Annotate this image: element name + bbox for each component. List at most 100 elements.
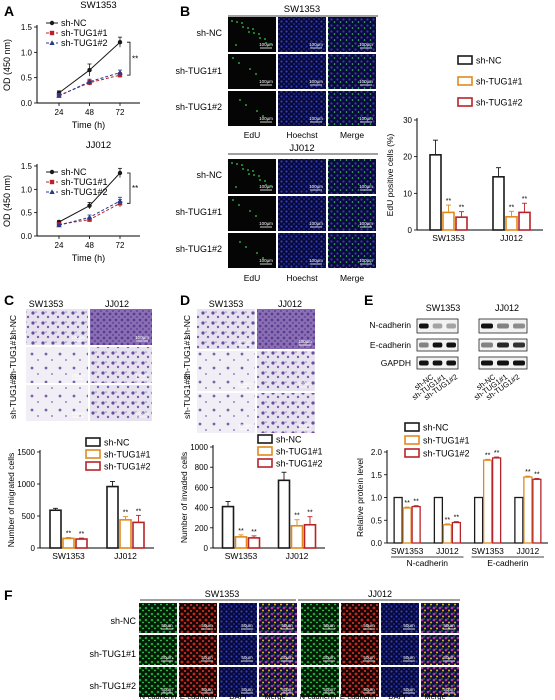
- tile-image: [228, 54, 276, 89]
- col-label: Merge: [340, 130, 364, 140]
- scale-label: 50μm: [403, 655, 415, 660]
- significance-label: **: [132, 184, 138, 193]
- micrograph-tile: 100μm: [90, 309, 152, 345]
- blot-band: [497, 323, 509, 329]
- panel-c-col-jj012: JJ012: [105, 299, 129, 309]
- y-axis-title: OD (450 nm): [2, 175, 12, 227]
- y-tick-label: 1.5: [371, 471, 383, 480]
- micrograph-tile: 100μm: [90, 385, 152, 421]
- group-label: E-cadherin: [487, 558, 528, 568]
- edu-nucleus: [258, 33, 260, 35]
- micrograph-tile: 100μm: [328, 91, 376, 126]
- x-tick-label: 72: [116, 108, 125, 117]
- blot-strip: [416, 338, 459, 352]
- scale-label: 50μm: [161, 655, 173, 660]
- significance-label: **: [123, 510, 129, 517]
- legend-label: sh-NC: [276, 435, 302, 445]
- scale-label: 100μm: [135, 335, 149, 340]
- significance-label: **: [132, 55, 138, 64]
- panel-d-col-sw1353: SW1353: [209, 299, 244, 309]
- tile-image: [197, 393, 255, 433]
- significance-label: **: [413, 499, 419, 506]
- micrograph-tile: 50μm: [259, 667, 297, 697]
- tile-image: [259, 603, 297, 633]
- legend-label: sh-NC: [476, 56, 502, 66]
- micrograph-tile: 50μm: [301, 667, 339, 697]
- scale-label: 50μm: [323, 687, 335, 692]
- tile-image: [179, 667, 217, 697]
- x-axis-title: Time (h): [72, 120, 105, 130]
- legend-label: sh-TUG1#2: [61, 38, 108, 48]
- row-label: sh-TUG1#1: [175, 207, 222, 217]
- legend-label: sh-NC: [423, 423, 449, 433]
- scale-label: 100μm: [359, 42, 373, 47]
- blot-band: [432, 342, 443, 348]
- scale-label: 100μm: [259, 79, 273, 84]
- edu-nucleus: [239, 99, 241, 101]
- significance-label: **: [454, 515, 460, 522]
- tile-image: [278, 17, 326, 52]
- scale-label: 50μm: [443, 623, 455, 628]
- data-point: [86, 214, 93, 220]
- tile-image: [328, 196, 376, 231]
- significance-label: **: [238, 528, 244, 535]
- col-label: Hoechst: [286, 273, 318, 283]
- micrograph-tile: 50μm: [179, 667, 217, 697]
- tile-image: [197, 351, 255, 391]
- legend-label: sh-TUG1#1: [476, 77, 523, 87]
- panel-c-grid: 100μm 100μm 100μm 100μm 100μm 100μm: [26, 309, 152, 421]
- tile-image: [228, 159, 276, 194]
- group-label: N-cadherin: [406, 558, 448, 568]
- legend-label: sh-TUG1#2: [276, 459, 323, 469]
- scale-label: 100μm: [238, 339, 252, 344]
- scale-label: 50μm: [161, 623, 173, 628]
- edu-nucleus: [259, 179, 261, 181]
- micrograph-tile: 50μm: [421, 635, 459, 665]
- y-tick-label: 1000: [17, 480, 35, 489]
- tile-image: [179, 635, 217, 665]
- significance-label: **: [404, 500, 410, 507]
- y-tick-label: 600: [195, 483, 209, 492]
- y-tick-label: 0.5: [21, 74, 33, 83]
- blot-label: E-cadherin: [370, 340, 411, 350]
- tile-image: [139, 603, 177, 633]
- scale-label: 50μm: [161, 687, 173, 692]
- row-label: sh-TUG1#2: [8, 375, 18, 419]
- chart-title: JJ012: [86, 140, 111, 151]
- edu-nucleus: [236, 163, 238, 165]
- micrograph-tile: 100μm: [228, 17, 276, 52]
- scale-label: 100μm: [135, 373, 149, 378]
- legend-label: sh-TUG1#2: [104, 462, 151, 472]
- bar: [532, 478, 542, 544]
- scale-label: 100μm: [259, 116, 273, 121]
- edu-nucleus: [248, 173, 250, 175]
- series-line: [58, 72, 121, 97]
- legend-label: sh-TUG1#2: [476, 98, 523, 108]
- tile-image: [257, 393, 315, 433]
- blot-band: [481, 323, 493, 329]
- significance-label: **: [522, 196, 528, 203]
- tile-image: [328, 159, 376, 194]
- micrograph-tile: 50μm: [139, 635, 177, 665]
- data-point: [87, 67, 92, 73]
- edu-nucleus: [232, 57, 234, 59]
- micrograph-tile: 100μm: [228, 233, 276, 268]
- micrograph-tile: 50μm: [179, 635, 217, 665]
- tile-image: [278, 91, 326, 126]
- micrograph-tile: 100μm: [278, 17, 326, 52]
- edu-nucleus: [242, 26, 244, 28]
- y-tick-label: 20: [403, 153, 412, 162]
- bar: [523, 476, 533, 544]
- blot-band: [446, 323, 456, 329]
- col-label: Hoechst: [286, 130, 318, 140]
- scale-label: 100μm: [71, 411, 85, 416]
- tile-image: [228, 91, 276, 126]
- tile-image: [139, 635, 177, 665]
- legend-label: sh-TUG1#2: [61, 187, 108, 197]
- x-tick-label: SW1353: [391, 546, 424, 556]
- bar: [234, 536, 248, 549]
- tile-image: [259, 635, 297, 665]
- scale-label: 50μm: [201, 623, 213, 628]
- bar: [433, 496, 444, 544]
